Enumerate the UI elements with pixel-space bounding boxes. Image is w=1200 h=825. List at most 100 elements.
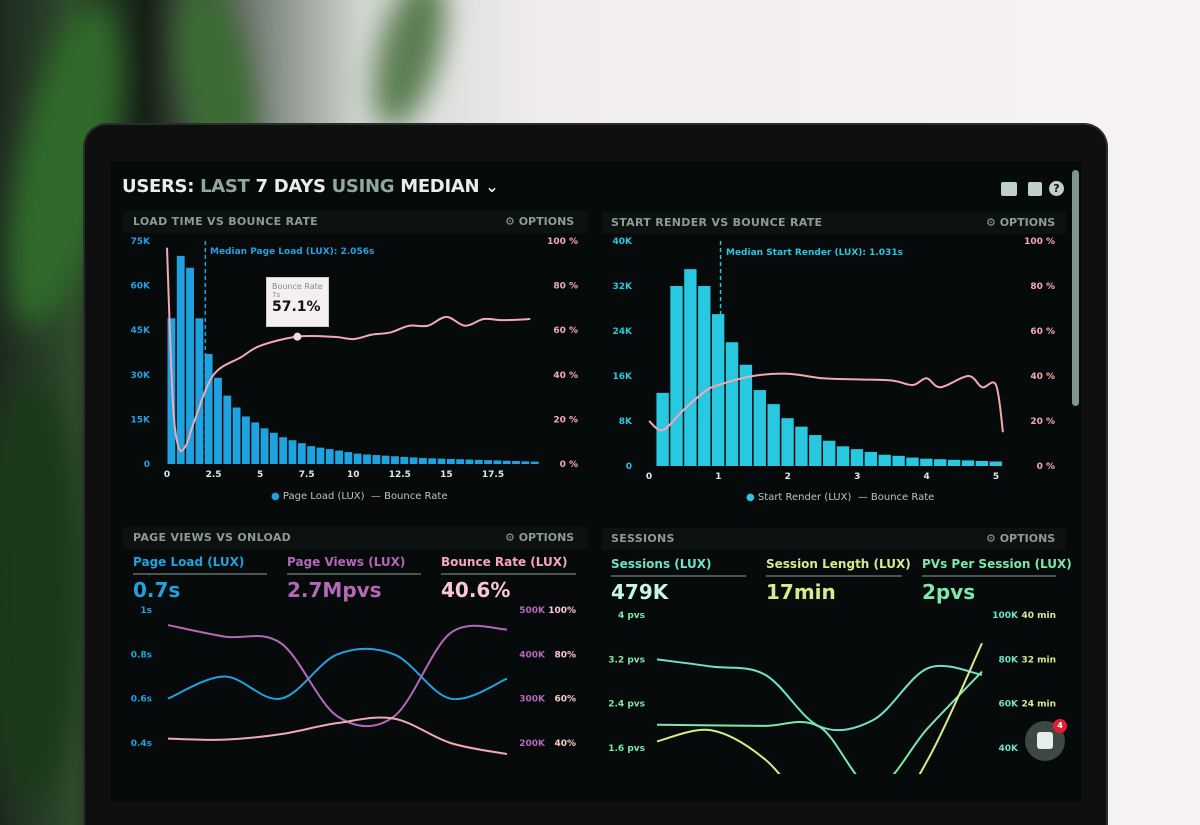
histogram-bar: [961, 460, 975, 466]
hover-point: [293, 332, 302, 341]
histogram-bar: [698, 286, 711, 466]
monitor-icon[interactable]: [1001, 182, 1017, 196]
page-views-chart[interactable]: [167, 624, 508, 756]
legend-item[interactable]: Start Render (LUX): [757, 492, 852, 503]
axis-tick-label: 7.5: [299, 470, 315, 480]
histogram-bar: [251, 422, 260, 464]
divider: [441, 573, 576, 575]
axis-tick-label: 0.8s: [131, 650, 152, 660]
histogram-bar: [428, 458, 437, 464]
axis-tick-label: 30K: [131, 371, 152, 381]
histogram-bar: [989, 461, 1002, 466]
legend-item[interactable]: Page Load (LUX): [282, 491, 365, 502]
legend: ● Start Render (LUX) — Bounce Rate: [746, 492, 934, 503]
axis-tick-label: 3.2 pvs: [608, 655, 645, 665]
axis-tick-label: 40%: [554, 739, 576, 749]
title-metric: MEDIAN: [400, 176, 480, 197]
histogram-bar: [512, 461, 520, 464]
start-render-chart[interactable]: 0 8K 16K 24K 32K 40K 0 % 20 % 40 % 60 % 80 % 100 % 0…: [613, 237, 1056, 482]
page-views-axes: 0.4s 0.6s 0.8s 1s 200K 300K 400K 500K 40% 60% 80% 1…: [131, 606, 576, 749]
divider: [922, 575, 1056, 577]
axis-tick-label: 40 min: [1021, 611, 1056, 621]
axis-tick-label: 500K: [519, 606, 546, 616]
axis-tick-label: 20 %: [553, 415, 578, 425]
options-button[interactable]: ⚙ OPTIONS: [986, 532, 1055, 545]
panel-header-sessions: [602, 528, 1066, 550]
histogram-bar: [223, 395, 232, 464]
kpi-value: 2pvs: [922, 580, 976, 604]
legend-item[interactable]: Bounce Rate: [384, 491, 448, 502]
dashboard-title[interactable]: USERS: LAST 7 DAYS USING MEDIAN ⌄: [122, 176, 499, 197]
histogram-bar: [934, 459, 947, 466]
kpi-label: Session Length (LUX): [766, 557, 911, 571]
median-label: Median Start Render (LUX): 1.031s: [726, 248, 903, 258]
axis-tick-label: 400K: [519, 650, 546, 660]
axis-tick-label: 4 pvs: [618, 611, 645, 621]
divider: [287, 573, 421, 575]
chat-button[interactable]: 4: [1025, 719, 1067, 761]
axis-tick-label: 0.6s: [131, 695, 152, 705]
options-label: OPTIONS: [518, 215, 575, 228]
options-label: OPTIONS: [999, 532, 1056, 545]
axis-tick-label: 32K: [613, 282, 634, 292]
axis-tick-label: 15: [440, 470, 453, 480]
histogram-bar: [232, 407, 241, 464]
title-part: USING: [331, 176, 395, 197]
chevron-down-icon[interactable]: ⌄: [485, 177, 499, 196]
panel-header-render: [602, 212, 1066, 234]
divider: [133, 573, 267, 575]
divider: [766, 575, 902, 577]
options-label: OPTIONS: [999, 216, 1056, 229]
histogram-bar: [493, 460, 502, 464]
histogram-bar: [214, 377, 222, 464]
kpi-value: 2.7Mpvs: [287, 578, 382, 602]
title-prefix: USERS:: [122, 176, 195, 197]
share-icon[interactable]: [1028, 182, 1042, 196]
help-icon[interactable]: ?: [1049, 181, 1064, 196]
median-label: Median Page Load (LUX): 2.056s: [210, 247, 375, 257]
histogram-bar: [288, 440, 297, 464]
histogram-bar: [176, 255, 185, 464]
bounce-rate-line: [648, 372, 1004, 433]
divider: [611, 575, 746, 577]
legend-item[interactable]: Bounce Rate: [870, 492, 935, 503]
options-button[interactable]: ⚙ OPTIONS: [505, 531, 574, 544]
options-button[interactable]: ⚙ OPTIONS: [505, 215, 574, 228]
histogram-bar: [204, 353, 213, 464]
scrollbar[interactable]: [1072, 170, 1079, 406]
kpi-label: Bounce Rate (LUX): [441, 555, 568, 569]
panel-title: LOAD TIME VS BOUNCE RATE: [133, 215, 318, 228]
options-button[interactable]: ⚙ OPTIONS: [986, 216, 1055, 229]
histogram-bar: [316, 447, 325, 464]
panel-title: START RENDER VS BOUNCE RATE: [611, 216, 823, 229]
histogram-bar: [381, 455, 390, 464]
axis-tick-label: 32 min: [1021, 655, 1056, 665]
gear-icon: ⚙: [986, 532, 1000, 545]
tooltip-title: Bounce Rate: [272, 282, 323, 291]
sessions-chart[interactable]: [656, 642, 983, 800]
kpi-value: 479K: [611, 580, 669, 604]
axis-tick-label: 3: [854, 472, 860, 482]
histogram-bar: [363, 454, 371, 464]
histogram-bar: [484, 460, 492, 464]
histogram-bar: [297, 443, 306, 464]
histogram-bar: [670, 286, 683, 466]
load-time-chart[interactable]: 0 15K 30K 45K 60K 75K 0 % 20 % 40 % 60 % 80 % 100 %…: [131, 237, 579, 480]
histogram-bar: [753, 390, 766, 466]
histogram-bar: [195, 318, 204, 464]
histogram-bar: [823, 440, 836, 466]
sessions-axes: 1.6 pvs 2.4 pvs 3.2 pvs 4 pvs 40K 60K 80K 100K 2…: [608, 611, 1056, 754]
kpi-label: Sessions (LUX): [611, 557, 712, 571]
axis-tick-label: 0 %: [560, 460, 578, 470]
histogram-bar: [975, 460, 989, 466]
axis-tick-label: 24K: [613, 327, 634, 337]
axis-tick-label: 100K: [992, 611, 1019, 621]
histogram-bar: [344, 452, 353, 464]
histogram-bar: [335, 450, 343, 464]
notification-badge: 4: [1053, 719, 1067, 733]
axis-tick-label: 80 %: [1030, 282, 1055, 292]
legend-dot-icon: ●: [271, 491, 280, 502]
axis-tick-label: 60 %: [553, 326, 578, 336]
histogram-bar: [850, 449, 864, 466]
